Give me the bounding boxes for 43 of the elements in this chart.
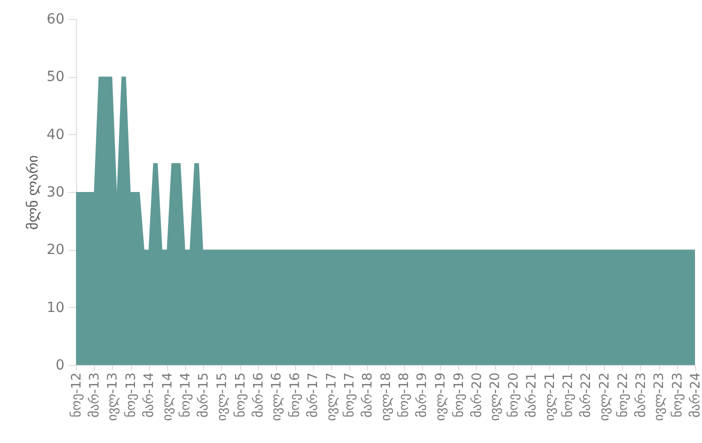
x-tick-label: ნოე-12 — [70, 372, 84, 418]
x-tick-label: ნოე-20 — [506, 372, 522, 418]
y-axis-title: მლნ ლარი — [26, 155, 42, 230]
x-tick-label: ივლ-23 — [652, 372, 667, 421]
y-tick-label: 30 — [46, 184, 64, 200]
x-tick-label: ნოე-15 — [233, 372, 248, 418]
x-tick-label: ნოე-17 — [342, 372, 358, 418]
x-tick-label: ივლ-13 — [106, 372, 121, 421]
x-tick-label: ივლ-17 — [324, 372, 340, 421]
x-tick-label: მარ-19 — [415, 372, 430, 418]
x-tick-label: ივლ-15 — [214, 372, 230, 421]
x-tick-label: მარ-13 — [87, 372, 102, 418]
x-tick-label: ივლ-21 — [542, 372, 558, 421]
y-tick-label: 40 — [46, 126, 64, 143]
x-tick-label: ივლ-14 — [160, 372, 176, 421]
x-tick-label: მარ-16 — [251, 372, 266, 418]
x-tick-label: ნოე-21 — [561, 372, 576, 418]
x-tick-label: მარ-22 — [579, 372, 594, 418]
x-tick-label: ივლ-20 — [488, 372, 504, 421]
x-tick-label: ივლ-18 — [378, 372, 394, 421]
x-tick-label: მარ-17 — [306, 372, 321, 418]
y-tick-label: 50 — [46, 69, 64, 86]
y-tick-label: 20 — [46, 242, 64, 258]
y-tick-label: 60 — [46, 12, 64, 28]
x-tick-label: მარ-24 — [688, 372, 702, 418]
y-tick-label: 10 — [46, 300, 64, 316]
x-tick-label: ივლ-22 — [597, 372, 612, 421]
x-tick-label: ივლ-19 — [433, 372, 448, 421]
x-tick-label: ნოე-18 — [397, 372, 412, 418]
x-tick-label: ნოე-23 — [670, 372, 686, 418]
x-tick-label: ივლ-16 — [270, 372, 285, 421]
y-tick-label: 0 — [56, 358, 64, 374]
x-tick-label: ნოე-16 — [288, 372, 304, 418]
x-tick-label: ნოე-13 — [124, 372, 140, 418]
x-tick-label: ნოე-22 — [616, 372, 631, 418]
x-tick-label: მარ-14 — [142, 372, 158, 418]
x-tick-label: ნოე-19 — [452, 372, 467, 418]
x-tick-label: ნოე-14 — [178, 372, 194, 418]
x-tick-label: მარ-23 — [634, 372, 649, 418]
x-tick-label: მარ-21 — [524, 372, 540, 418]
x-tick-label: მარ-18 — [360, 372, 376, 418]
x-tick-label: მარ-15 — [196, 372, 212, 418]
x-tick-label: მარ-20 — [470, 372, 485, 418]
